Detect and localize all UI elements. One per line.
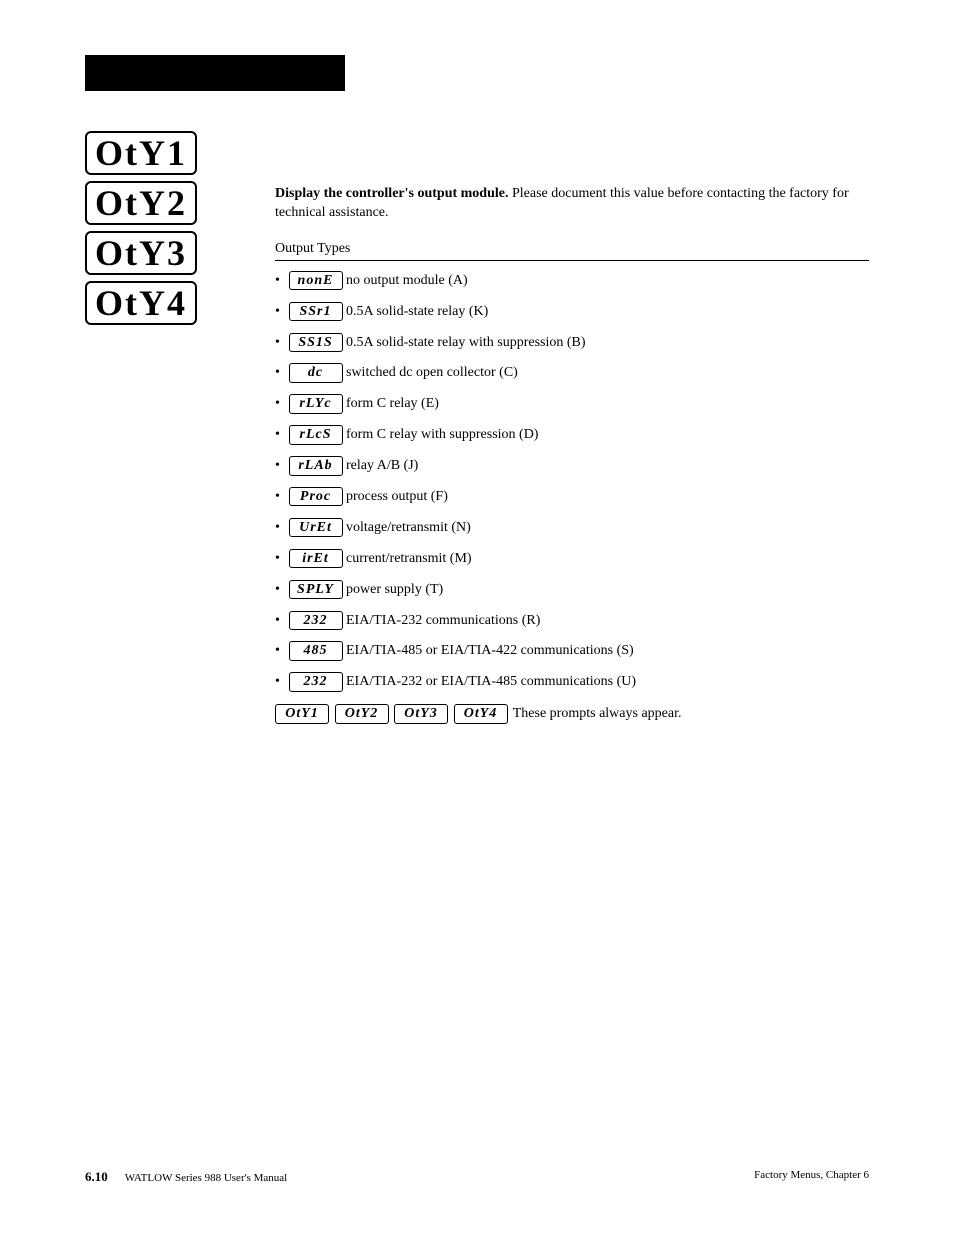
prompt-oty1: OtY1 <box>85 131 197 175</box>
content-row: OtY1 OtY2 OtY3 OtY4 Display the controll… <box>85 131 869 724</box>
list-item: • irEt current/retransmit (M) <box>275 549 869 569</box>
code-ssr1: SSr1 <box>289 302 343 321</box>
code-rlcs: rLcS <box>289 425 343 444</box>
always-code-2: OtY2 <box>335 704 389 723</box>
code-sply: SPLY <box>289 580 343 599</box>
list-item: • 232 EIA/TIA-232 or EIA/TIA-485 communi… <box>275 672 869 692</box>
always-text: These prompts always appear. <box>510 706 682 721</box>
item-desc: 0.5A solid-state relay (K) <box>343 304 489 319</box>
item-desc: no output module (A) <box>343 273 468 288</box>
code-uret: UrEt <box>289 518 343 537</box>
page: OtY1 OtY2 OtY3 OtY4 Display the controll… <box>0 0 954 1235</box>
list-item: • SS1S 0.5A solid-state relay with suppr… <box>275 333 869 353</box>
code-rlyc: rLYc <box>289 394 343 413</box>
list-item: • 485 EIA/TIA-485 or EIA/TIA-422 communi… <box>275 641 869 661</box>
code-232: 232 <box>289 611 343 630</box>
list-item: • UrEt voltage/retransmit (N) <box>275 518 869 538</box>
code-485: 485 <box>289 641 343 660</box>
header-bar <box>85 55 345 91</box>
prompt-displays: OtY1 OtY2 OtY3 OtY4 <box>85 131 245 331</box>
code-iret: irEt <box>289 549 343 568</box>
list-item: • 232 EIA/TIA-232 communications (R) <box>275 611 869 631</box>
page-number: 6.10 <box>85 1169 108 1184</box>
footer-right-text: Factory Menus, Chapter 6 <box>754 1169 869 1185</box>
item-desc: form C relay (E) <box>343 396 439 411</box>
page-footer: 6.10 WATLOW Series 988 User's Manual Fac… <box>85 1169 869 1185</box>
prompt-oty4: OtY4 <box>85 281 197 325</box>
item-desc: form C relay with suppression (D) <box>343 427 539 442</box>
list-item: • SSr1 0.5A solid-state relay (K) <box>275 302 869 322</box>
item-desc: power supply (T) <box>343 582 444 597</box>
code-proc: Proc <box>289 487 343 506</box>
code-ss1s: SS1S <box>289 333 343 352</box>
footer-left-text: WATLOW Series 988 User's Manual <box>125 1172 287 1184</box>
item-desc: 0.5A solid-state relay with suppression … <box>343 335 586 350</box>
list-item: • dc switched dc open collector (C) <box>275 363 869 383</box>
list-item: • rLAb relay A/B (J) <box>275 456 869 476</box>
section-title: Output Types <box>275 241 869 261</box>
prompt-oty3: OtY3 <box>85 231 197 275</box>
item-desc: relay A/B (J) <box>343 458 419 473</box>
footer-left: 6.10 WATLOW Series 988 User's Manual <box>85 1169 287 1185</box>
list-item: • rLYc form C relay (E) <box>275 394 869 414</box>
always-code-3: OtY3 <box>394 704 448 723</box>
description-column: Display the controller's output module. … <box>275 131 869 724</box>
item-desc: process output (F) <box>343 489 448 504</box>
item-desc: current/retransmit (M) <box>343 551 472 566</box>
item-desc: EIA/TIA-485 or EIA/TIA-422 communication… <box>343 643 634 658</box>
code-none: nonE <box>289 271 343 290</box>
item-desc: switched dc open collector (C) <box>343 365 518 380</box>
item-desc: EIA/TIA-232 or EIA/TIA-485 communication… <box>343 674 637 689</box>
item-desc: voltage/retransmit (N) <box>343 520 471 535</box>
list-item: • rLcS form C relay with suppression (D) <box>275 425 869 445</box>
item-desc: EIA/TIA-232 communications (R) <box>343 613 541 628</box>
always-code-1: OtY1 <box>275 704 329 723</box>
prompt-oty2: OtY2 <box>85 181 197 225</box>
list-item: • nonE no output module (A) <box>275 271 869 291</box>
output-types-list: • nonE no output module (A) • SSr1 0.5A … <box>275 271 869 692</box>
intro-bold: Display the controller's output module. <box>275 186 508 201</box>
code-dc: dc <box>289 363 343 382</box>
code-rlab: rLAb <box>289 456 343 475</box>
code-232b: 232 <box>289 672 343 691</box>
always-appear-line: OtY1 OtY2 OtY3 OtY4 These prompts always… <box>275 704 869 723</box>
list-item: • Proc process output (F) <box>275 487 869 507</box>
intro-text: Display the controller's output module. … <box>275 185 869 223</box>
always-code-4: OtY4 <box>454 704 508 723</box>
list-item: • SPLY power supply (T) <box>275 580 869 600</box>
